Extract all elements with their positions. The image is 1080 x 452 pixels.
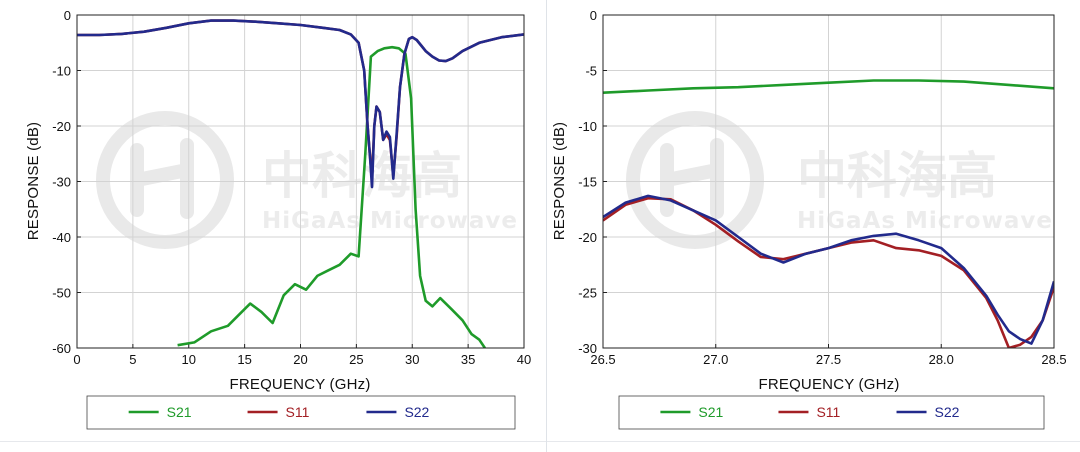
legend-label-s21: S21: [698, 404, 723, 420]
chart-0-x-tick-label: 10: [182, 352, 196, 367]
chart-1-legend-box: [618, 395, 1045, 430]
legend-label-s22: S22: [935, 404, 960, 420]
chart-0-series-s21: [177, 45, 486, 348]
chart-0-series: [77, 19, 524, 348]
chart-0-x-tick-label: 0: [73, 352, 80, 367]
chart-1-x-tick-label: 28.5: [1041, 352, 1066, 367]
watermark-brand-en: HiGaAs Microwave: [797, 208, 1053, 234]
chart-0-x-tick-label: 5: [129, 352, 136, 367]
watermark-mark-icon: [130, 138, 194, 219]
chart-0-x-tick-label: 35: [461, 352, 475, 367]
watermark-logo-icon: [626, 111, 764, 249]
legend-label-s22: S22: [404, 404, 429, 420]
chart-1-x-tick-label: 27.5: [816, 352, 841, 367]
chart-0-y-tick-label: -10: [52, 64, 71, 79]
chart-0-xlabel: FREQUENCY (GHz): [229, 376, 370, 393]
chart-1-y-tick-label: 0: [590, 8, 597, 23]
chart-0-series-s22: [77, 19, 524, 189]
chart-1-y-tick-label: -15: [578, 175, 597, 190]
chart-0-y-tick-label: -50: [52, 286, 71, 301]
chart-0-grid: [76, 14, 525, 349]
chart-0-ylabel: RESPONSE (dB): [25, 122, 42, 240]
chart-0-y-tick-label: -40: [52, 230, 71, 245]
chart-0-x-tick-label: 20: [293, 352, 307, 367]
chart-1-y-tick-label: -30: [578, 341, 597, 356]
chart-1-series: [603, 79, 1054, 348]
legend-label-s11: S11: [816, 404, 840, 420]
chart-0-x-tick-label: 30: [405, 352, 419, 367]
chart-0-y-tick-label: 0: [64, 8, 71, 23]
chart-0-legend: S21 S11 S22: [128, 404, 430, 420]
chart-1-plot-frame: [602, 14, 1055, 349]
chart-1-y-tick-label: -10: [578, 119, 597, 134]
legend-label-s11: S11: [286, 404, 310, 420]
chart-1-xlabel: FREQUENCY (GHz): [758, 376, 899, 393]
chart-1-ylabel: RESPONSE (dB): [551, 122, 568, 240]
chart-0-tick-labels: 0 5 10 15 20 25 30 35 40 0 -10 -20 -30 -40 -50 -60: [52, 8, 531, 367]
chart-0-y-tick-label: -20: [52, 119, 71, 134]
chart-1-series-s22: [603, 194, 1054, 345]
chart-1-y-tick-label: -5: [585, 64, 597, 79]
watermark-logo-icon: [96, 111, 234, 249]
chart-1: 26.5 27.0 27.5 28.0 28.5 0 -5 -10 -15 -20 -25 -30 F…: [551, 8, 1067, 430]
chart-1-grid: [602, 14, 1055, 349]
chart-1-x-tick-label: 28.0: [929, 352, 954, 367]
chart-0-plot-frame: [76, 14, 525, 349]
chart-0-y-tick-label: -30: [52, 175, 71, 190]
bottom-rule-right: [547, 441, 1080, 442]
watermark-brand-en: HiGaAs Microwave: [262, 208, 518, 234]
watermark-brand-cn: 中科海高: [797, 147, 997, 205]
chart-1-y-tick-label: -20: [578, 230, 597, 245]
chart-1-series-s21: [603, 79, 1054, 94]
chart-0-y-tick-label: -60: [52, 341, 71, 356]
chart-0-x-tick-label: 40: [517, 352, 531, 367]
panel-divider: [546, 0, 547, 452]
bottom-rule-left: [0, 441, 546, 442]
chart-1-y-tick-label: -25: [578, 286, 597, 301]
chart-0-x-tick-label: 15: [237, 352, 251, 367]
chart-0-x-tick-label: 25: [349, 352, 363, 367]
chart-1-x-tick-label: 27.0: [703, 352, 728, 367]
legend-label-s21: S21: [167, 404, 192, 420]
chart-0: 0 5 10 15 20 25 30 35 40 0 -10 -20 -30 -40 -50 -60 FREQ…: [25, 8, 531, 430]
chart-1-legend: S21 S11 S22: [660, 404, 960, 420]
chart-1-x-tick-label: 26.5: [590, 352, 615, 367]
chart-1-tick-labels: 26.5 27.0 27.5 28.0 28.5 0 -5 -10 -15 -20 -25 -30: [578, 8, 1066, 367]
